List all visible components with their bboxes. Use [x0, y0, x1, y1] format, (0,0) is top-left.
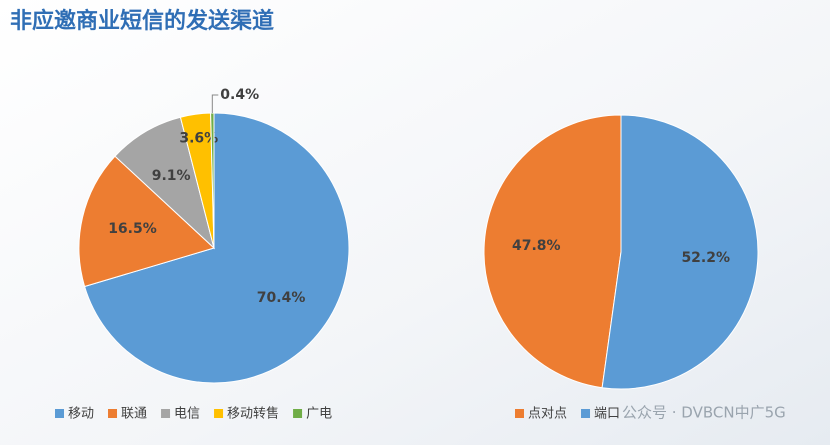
- data-label: 52.2%: [681, 250, 730, 266]
- legend-swatch: [108, 409, 118, 418]
- legend-label: 移动: [68, 407, 94, 422]
- legend-swatch: [214, 409, 224, 418]
- data-label: 0.4%: [220, 87, 259, 103]
- legend-label: 点对点: [528, 407, 567, 422]
- legend-label: 移动转售: [227, 406, 279, 422]
- data-label: 16.5%: [108, 221, 157, 237]
- legend-swatch: [55, 409, 64, 418]
- legend-swatch: [293, 409, 303, 418]
- legend-label: 电信: [174, 407, 200, 422]
- pie-slice: [601, 114, 759, 390]
- legend-label: 广电: [306, 407, 332, 422]
- legend-swatch: [161, 409, 171, 418]
- data-label: 70.4%: [257, 290, 306, 306]
- legend-label: 端口: [594, 407, 620, 422]
- legend-swatch: [515, 409, 524, 418]
- pie-slice: [483, 114, 622, 389]
- watermark: 公众号 · DVBCN中广5G: [622, 404, 786, 422]
- title: 非应邀商业短信的发送渠道: [10, 8, 274, 34]
- pie-slice: [210, 112, 215, 249]
- legend-label: 联通: [121, 407, 147, 422]
- legend-swatch: [581, 409, 591, 418]
- data-label: 9.1%: [152, 168, 191, 184]
- leader-line: [211, 94, 219, 114]
- data-label: 3.6%: [179, 130, 218, 146]
- pie-slice: [83, 112, 350, 384]
- data-label: 47.8%: [512, 238, 561, 254]
- pie-slice: [78, 155, 215, 288]
